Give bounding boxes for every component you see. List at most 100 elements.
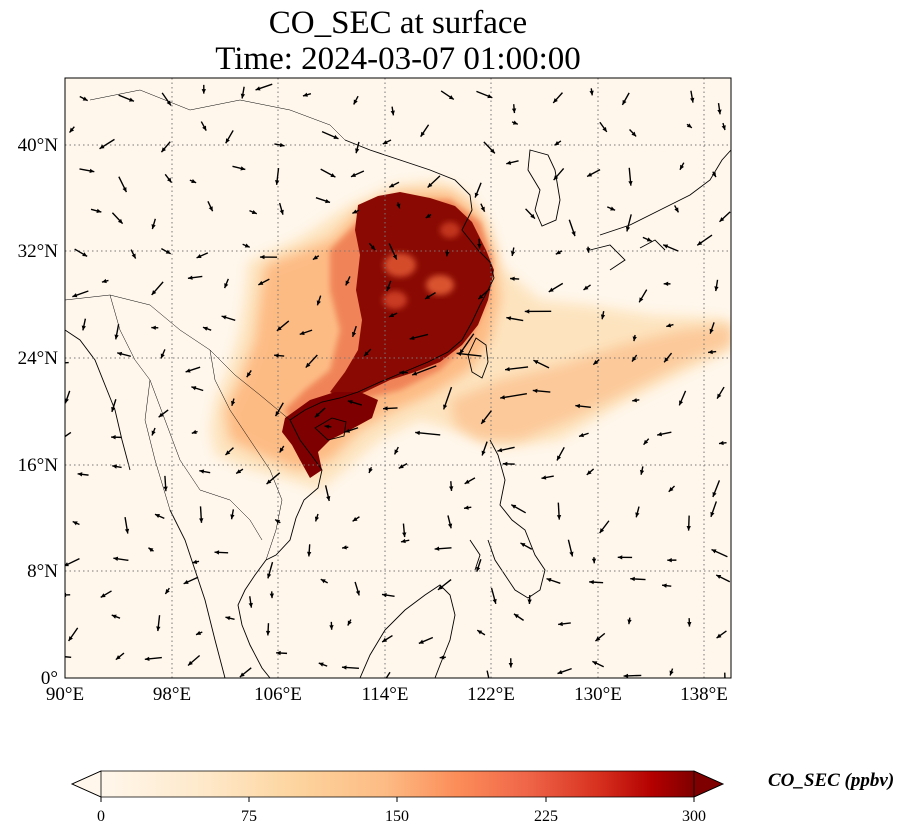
wind-vector-head <box>318 662 324 667</box>
wind-vector-head <box>192 559 198 564</box>
wind-vector-head <box>111 614 117 619</box>
wind-vector-head <box>400 538 406 544</box>
wind-vector-head <box>591 558 597 564</box>
wind-vector-head <box>668 487 674 492</box>
wind-vector-head <box>148 547 154 553</box>
wind-vector-head <box>646 237 652 242</box>
wind-vector-head <box>382 140 388 145</box>
wind-vector-head <box>158 412 164 418</box>
wind-vector-head <box>716 574 722 579</box>
wind-vector-head <box>579 432 584 438</box>
wind-vector-head <box>196 254 202 259</box>
coastline-japan <box>589 149 731 271</box>
wind-vector-head <box>592 661 598 666</box>
wind-vector-head <box>666 323 672 328</box>
wind-vector-head <box>201 89 206 94</box>
wind-vector-head <box>448 95 454 100</box>
wind-vector-head <box>690 97 695 103</box>
y-tick-label: 8°N <box>27 561 58 582</box>
wind-vector-head <box>240 93 246 99</box>
y-tick-label: 32°N <box>18 241 59 262</box>
wind-vector-head <box>258 280 264 285</box>
coastline-indochina <box>237 559 271 678</box>
wind-vector-head <box>617 555 623 560</box>
wind-vector-head <box>329 625 334 630</box>
wind-vector-head <box>161 147 166 153</box>
wind-vector-head <box>402 532 407 538</box>
plot-title-line2: Time: 2024-03-07 01:00:00 <box>215 41 581 77</box>
wind-vector-head <box>439 655 445 660</box>
wind-vector-head <box>500 395 505 400</box>
wind-vector-head <box>326 496 331 501</box>
wind-vector-head <box>224 283 229 289</box>
wind-vector-head <box>456 351 462 356</box>
colorbar-extend-max <box>693 770 724 798</box>
wind-vector-head <box>437 585 443 590</box>
wind-vector-head <box>345 280 350 286</box>
wind-vector-head <box>269 593 275 599</box>
wind-vector-head <box>276 650 281 656</box>
wind-vector-head <box>464 479 470 484</box>
wind-vector-head <box>505 366 510 372</box>
wind-vector-head <box>183 579 189 584</box>
wind-vector-head <box>82 252 88 257</box>
wind-vector-shaft <box>65 656 72 659</box>
wind-vector-head <box>477 243 482 249</box>
coastline-hainan <box>314 417 347 441</box>
coastline-korea <box>527 149 561 227</box>
wind-vector-head <box>214 550 220 555</box>
wind-vector-head <box>481 418 486 424</box>
core-hole-2 <box>426 275 454 295</box>
wind-vector-head <box>490 148 495 154</box>
wind-vector-head <box>571 231 576 237</box>
wind-vector-head <box>639 469 645 475</box>
coastline-borneo <box>359 584 456 678</box>
wind-vector-head <box>274 180 280 185</box>
concentration-field <box>210 180 731 490</box>
wind-vector-head <box>165 589 170 594</box>
x-tick-label: 114°E <box>362 684 409 705</box>
wind-vector-head <box>445 251 450 257</box>
wind-vector-shaft <box>65 431 72 438</box>
wind-vector-head <box>595 636 601 642</box>
wind-vector-head <box>679 164 685 170</box>
wind-vector-head <box>541 475 547 480</box>
wind-vectors <box>65 83 731 678</box>
wind-vector-head <box>390 110 395 116</box>
wind-vector-head <box>114 334 119 340</box>
wind-vector-head <box>474 192 479 198</box>
wind-vector-head <box>279 447 284 453</box>
wind-vector-head <box>717 109 722 115</box>
wind-vector-head <box>478 294 484 300</box>
wind-vector-head <box>65 398 69 404</box>
wind-vector-head <box>112 464 118 469</box>
wind-vector-head <box>643 439 649 445</box>
wind-vector-head <box>101 278 107 284</box>
plume-band-taiwan <box>450 325 731 440</box>
wind-vector-head <box>443 404 448 410</box>
wind-vector-head <box>712 492 717 498</box>
wind-vector-shaft <box>486 670 490 678</box>
wind-vector-head <box>225 138 230 144</box>
wind-vector-head <box>353 99 358 105</box>
wind-vector-head <box>279 209 284 215</box>
wind-vector-head <box>231 400 236 406</box>
wind-vector-head <box>151 224 156 230</box>
border-china-north <box>89 89 346 141</box>
wind-vector-head <box>352 209 358 214</box>
wind-vector-head <box>117 218 123 224</box>
wind-vector-shaft <box>385 671 391 678</box>
wind-vector-head <box>259 254 265 260</box>
wind-vector-head <box>510 251 516 256</box>
colorbar-tick-label: 75 <box>241 808 257 825</box>
wind-vector-head <box>240 166 246 171</box>
wind-vector-head <box>154 514 160 519</box>
wind-vector-head <box>657 432 663 437</box>
wind-vector-head <box>166 100 171 106</box>
wind-vector-head <box>625 226 631 232</box>
core-hole-3 <box>383 291 407 309</box>
wind-vector-head <box>686 123 692 128</box>
wind-vector-head <box>221 315 227 320</box>
wind-vector-head <box>481 450 486 456</box>
